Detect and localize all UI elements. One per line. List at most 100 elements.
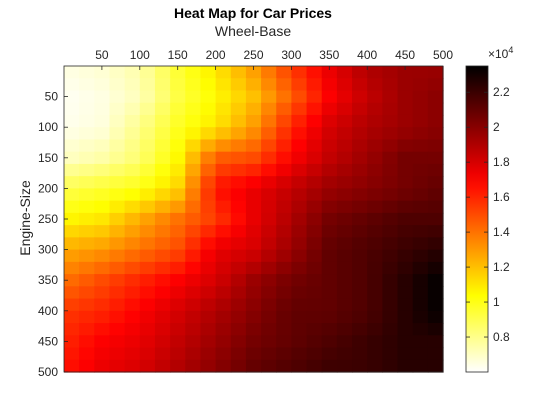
- heatmap-cell: [64, 114, 80, 128]
- heatmap-cell: [170, 139, 186, 153]
- heatmap-cell: [170, 323, 186, 336]
- y-tick-label: 450: [38, 334, 58, 348]
- heatmap-cell: [367, 261, 383, 275]
- heatmap-cell: [154, 114, 171, 128]
- heatmap-cell: [154, 66, 171, 79]
- heatmap-cell: [245, 176, 262, 189]
- heatmap-cell: [154, 347, 171, 361]
- heatmap-cell: [200, 200, 217, 214]
- heatmap-cell: [352, 163, 368, 177]
- heatmap-cell: [124, 151, 141, 165]
- y-tick-label: 50: [45, 90, 59, 104]
- heatmap-cell: [200, 310, 217, 324]
- y-tick-label: 400: [38, 304, 58, 318]
- heatmap-cell: [185, 139, 202, 153]
- heatmap-cell: [382, 225, 399, 238]
- heatmap-cell: [397, 347, 414, 361]
- heatmap-cell: [276, 249, 292, 263]
- heatmap-cell: [230, 261, 247, 275]
- heatmap-cell: [336, 139, 353, 153]
- heatmap-cell: [261, 176, 277, 189]
- y-tick-label: 150: [38, 151, 58, 165]
- heatmap-cell: [306, 151, 323, 165]
- heatmap-cell: [367, 359, 383, 373]
- colorbar-tick-label: 1.6: [493, 190, 510, 204]
- heatmap-cell: [276, 298, 292, 312]
- heatmap-cell: [79, 274, 95, 287]
- heatmap-cell: [276, 310, 292, 324]
- heatmap-cell: [94, 78, 111, 92]
- heatmap-cell: [276, 347, 292, 361]
- heatmap-cell: [79, 127, 95, 141]
- heatmap-cell: [185, 176, 202, 189]
- heatmap-cell: [79, 237, 95, 251]
- heatmap-cell: [321, 225, 338, 238]
- heatmap-cell: [230, 212, 247, 226]
- heatmap-cell: [185, 286, 202, 300]
- heatmap-cell: [321, 298, 338, 312]
- heatmap-cell: [367, 176, 383, 189]
- heatmap-cell: [321, 78, 338, 92]
- heatmap-cell: [94, 200, 111, 214]
- heatmap-cell: [200, 286, 217, 300]
- heatmap-cell: [427, 102, 444, 116]
- heatmap-cell: [276, 90, 292, 104]
- heatmap-cell: [109, 274, 126, 287]
- heatmap-cell: [427, 78, 444, 92]
- heatmap-cell: [79, 200, 95, 214]
- heatmap-cell: [64, 90, 80, 104]
- heatmap-cell: [352, 310, 368, 324]
- heatmap-cell: [291, 298, 308, 312]
- heatmap-cell: [185, 249, 202, 263]
- heatmap-cell: [64, 200, 80, 214]
- heatmap-cell: [397, 335, 414, 349]
- heatmap-cell: [185, 127, 202, 141]
- heatmap-cell: [109, 261, 126, 275]
- heatmap-cell: [109, 188, 126, 202]
- heatmap-cell: [124, 139, 141, 153]
- x-tick-label: 200: [206, 48, 226, 62]
- heatmap-cell: [412, 102, 429, 116]
- heatmap-cell: [427, 261, 444, 275]
- heatmap-cell: [291, 310, 308, 324]
- heatmap-cell: [291, 225, 308, 238]
- heatmap-cell: [109, 347, 126, 361]
- heatmap-cell: [94, 66, 111, 79]
- heatmap-cell: [261, 310, 277, 324]
- heatmap-cell: [291, 212, 308, 226]
- heatmap-cell: [367, 200, 383, 214]
- heatmap-cell: [427, 188, 444, 202]
- heatmap-cell: [200, 298, 217, 312]
- heatmap-cell: [336, 286, 353, 300]
- x-axis-label: Wheel-Base: [215, 23, 291, 39]
- heatmap-cell: [382, 200, 399, 214]
- heatmap-cell: [94, 298, 111, 312]
- heatmap-cell: [139, 78, 156, 92]
- heatmap-cell: [321, 90, 338, 104]
- heatmap-cell: [245, 151, 262, 165]
- heatmap-cell: [230, 78, 247, 92]
- heatmap-cell: [321, 212, 338, 226]
- heatmap-cell: [291, 78, 308, 92]
- heatmap-cell: [124, 66, 141, 79]
- heatmap-cell: [245, 212, 262, 226]
- heatmap-cell: [154, 310, 171, 324]
- heatmap-cell: [261, 237, 277, 251]
- heatmap-cell: [306, 225, 323, 238]
- heatmap-cell: [382, 335, 399, 349]
- heatmap-cell: [124, 127, 141, 141]
- heatmap-cell: [352, 66, 368, 79]
- heatmap-cell: [261, 114, 277, 128]
- x-tick-label: 250: [243, 48, 263, 62]
- heatmap-cell: [170, 359, 186, 373]
- heatmap-cell: [412, 286, 429, 300]
- heatmap-cell: [154, 102, 171, 116]
- heatmap-cell: [276, 151, 292, 165]
- heatmap-cell: [79, 347, 95, 361]
- heatmap-cell: [291, 274, 308, 287]
- heatmap-cell: [306, 114, 323, 128]
- heatmap-cell: [427, 335, 444, 349]
- x-tick-label: 100: [130, 48, 150, 62]
- heatmap-cell: [200, 347, 217, 361]
- heatmap-cell: [230, 188, 247, 202]
